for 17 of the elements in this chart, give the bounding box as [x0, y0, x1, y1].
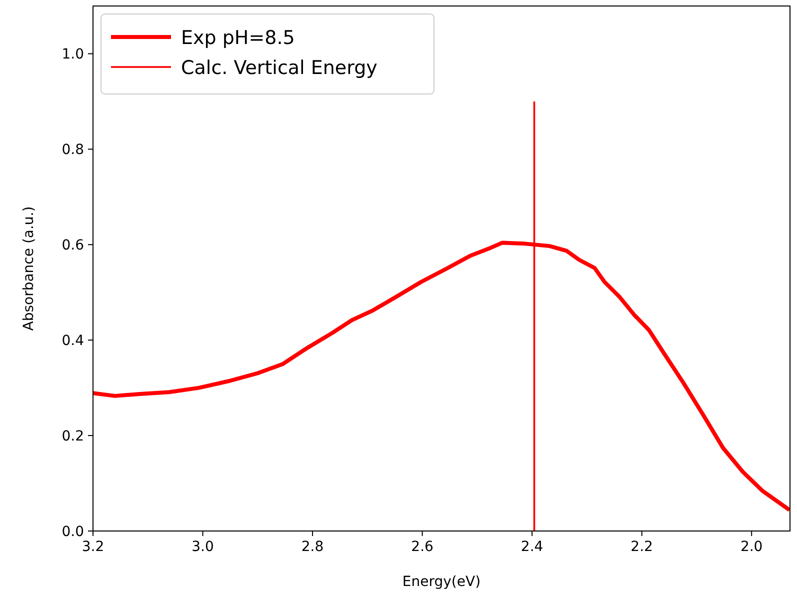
legend-label: Exp pH=8.5 [181, 27, 295, 49]
y-axis-title: Absorbance (a.u.) [21, 206, 37, 331]
x-tick-label: 2.6 [411, 539, 434, 555]
x-tick-label: 2.0 [740, 539, 763, 555]
legend-label: Calc. Vertical Energy [181, 57, 378, 79]
y-tick-label: 0.2 [62, 428, 84, 445]
x-tick-label: 2.4 [520, 539, 544, 555]
y-tick-label: 0.6 [62, 238, 84, 254]
y-tick-label: 1.0 [62, 46, 84, 63]
x-tick-label: 2.2 [630, 539, 653, 555]
y-tick-label: 0.0 [62, 524, 84, 540]
x-tick-label: 3.2 [82, 539, 104, 555]
x-tick-label: 2.8 [301, 539, 324, 555]
y-tick-label: 0.4 [62, 333, 84, 350]
y-tick-label: 0.8 [62, 142, 84, 158]
x-axis-title: Energy(eV) [402, 574, 481, 590]
x-tick-label: 3.0 [192, 539, 214, 555]
